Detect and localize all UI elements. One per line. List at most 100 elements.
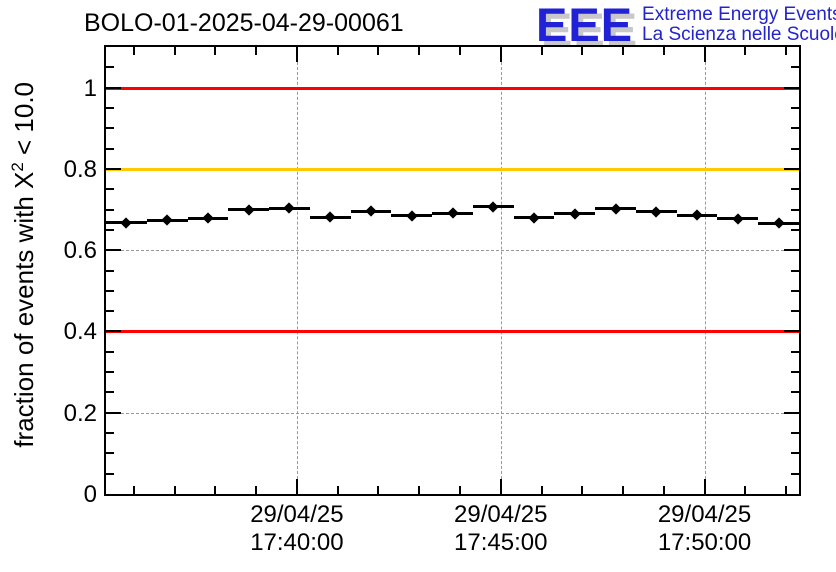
y-tick-label: 0 <box>83 481 97 508</box>
x-minor-tick <box>622 47 625 55</box>
y-major-tick <box>784 330 799 333</box>
x-major-tick <box>703 47 706 62</box>
y-minor-tick <box>791 188 799 191</box>
data-point-marker <box>324 211 336 223</box>
x-minor-tick <box>458 486 461 494</box>
eee-logo: EEE Extreme Energy Events La Scienza nel… <box>536 0 836 51</box>
y-minor-tick <box>791 452 799 455</box>
x-tick-label: 29/04/25 17:50:00 <box>635 501 775 557</box>
y-minor-tick <box>106 452 114 455</box>
x-minor-tick <box>418 47 421 55</box>
x-minor-tick <box>214 486 217 494</box>
y-major-tick <box>784 167 799 170</box>
data-point-marker <box>732 213 744 225</box>
y-major-tick <box>106 411 121 414</box>
y-minor-tick <box>791 472 799 475</box>
x-minor-tick <box>132 486 135 494</box>
y-major-tick <box>106 249 121 252</box>
x-minor-tick <box>785 486 788 494</box>
y-tick-label: 0.2 <box>63 399 97 427</box>
y-major-tick <box>106 167 121 170</box>
y-major-tick <box>784 411 799 414</box>
y-minor-tick <box>106 66 114 69</box>
x-minor-tick <box>744 47 747 55</box>
x-major-tick <box>499 47 502 62</box>
eee-logo-line1: Extreme Energy Events <box>642 4 836 25</box>
y-minor-tick <box>106 208 114 211</box>
y-minor-tick <box>106 269 114 272</box>
data-point-marker <box>528 212 540 224</box>
x-minor-tick <box>255 486 258 494</box>
data-point-marker <box>487 201 499 213</box>
y-minor-tick <box>106 289 114 292</box>
x-tick-time: 17:40:00 <box>250 529 344 556</box>
gridline-vertical <box>500 47 502 494</box>
x-major-tick <box>499 479 502 494</box>
x-minor-tick <box>336 47 339 55</box>
y-minor-tick <box>791 147 799 150</box>
y-minor-tick <box>106 310 114 313</box>
x-minor-tick <box>622 486 625 494</box>
y-minor-tick <box>106 472 114 475</box>
data-point-marker <box>120 217 133 229</box>
x-tick-time: 17:50:00 <box>657 529 752 556</box>
y-minor-tick <box>106 127 114 130</box>
y-minor-tick <box>106 188 114 191</box>
reference-line <box>106 167 799 171</box>
reference-line <box>106 86 799 90</box>
y-minor-tick <box>791 310 799 313</box>
y-minor-tick <box>791 66 799 69</box>
x-minor-tick <box>173 486 176 494</box>
y-major-tick <box>106 330 121 333</box>
x-minor-tick <box>540 47 543 55</box>
data-point-marker <box>446 207 459 219</box>
x-tick-date: 29/04/25 <box>250 501 344 528</box>
y-minor-tick <box>791 350 799 353</box>
gridline-horizontal <box>106 250 799 252</box>
x-minor-tick <box>336 486 339 494</box>
x-minor-tick <box>214 47 217 55</box>
x-minor-tick <box>377 47 380 55</box>
reference-line <box>106 330 799 334</box>
data-point-marker <box>406 209 418 222</box>
gridline-horizontal <box>106 412 799 414</box>
x-minor-tick <box>458 47 461 55</box>
y-minor-tick <box>791 432 799 435</box>
y-minor-tick <box>106 228 114 231</box>
x-minor-tick <box>744 486 747 494</box>
x-tick-date: 29/04/25 <box>657 501 752 528</box>
data-point-marker <box>202 212 214 225</box>
y-tick-label: 0.8 <box>63 155 97 183</box>
data-point-marker <box>772 217 785 230</box>
x-major-tick <box>703 479 706 494</box>
x-minor-tick <box>581 47 584 55</box>
x-major-tick <box>295 479 298 494</box>
data-point-marker <box>609 203 622 215</box>
y-tick-label: 0.4 <box>63 318 97 346</box>
x-minor-tick <box>132 47 135 55</box>
y-tick-label: 0.6 <box>63 237 97 265</box>
y-minor-tick <box>106 106 114 109</box>
gridline-vertical <box>296 47 298 494</box>
x-minor-tick <box>418 486 421 494</box>
x-major-tick <box>295 47 298 62</box>
x-minor-tick <box>581 486 584 494</box>
x-tick-time: 17:45:00 <box>454 529 548 556</box>
y-tick-label: 1 <box>83 74 97 102</box>
eee-logo-text: Extreme Energy Events La Scienza nelle S… <box>642 2 836 45</box>
y-minor-tick <box>791 127 799 130</box>
eee-logo-letters: EEE <box>536 0 634 51</box>
y-minor-tick <box>106 371 114 374</box>
gridline-vertical <box>704 47 706 494</box>
x-tick-date: 29/04/25 <box>454 501 548 528</box>
data-point-marker <box>691 209 703 221</box>
y-minor-tick <box>791 106 799 109</box>
plot-frame <box>104 45 801 496</box>
x-minor-tick <box>377 486 380 494</box>
x-tick-label: 29/04/25 17:40:00 <box>227 501 367 557</box>
y-minor-tick <box>106 147 114 150</box>
data-point-marker <box>161 214 173 226</box>
x-minor-tick <box>540 486 543 494</box>
y-major-tick <box>106 86 121 89</box>
